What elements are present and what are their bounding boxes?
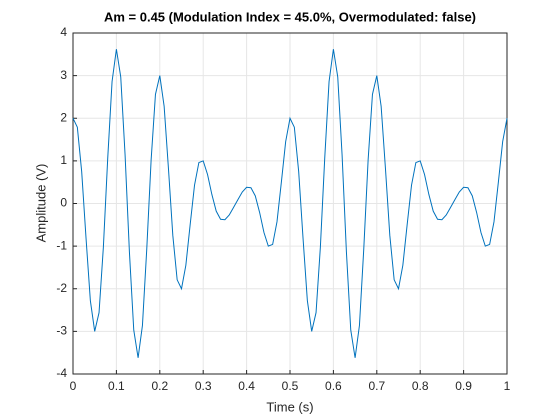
x-tick-label: 0.1 bbox=[108, 379, 125, 393]
plot-frame bbox=[72, 32, 508, 375]
x-tick-label: 0.7 bbox=[368, 379, 385, 393]
signal-line bbox=[72, 49, 508, 358]
x-tick-label: 0.2 bbox=[151, 379, 168, 393]
y-axis-label: Amplitude (V) bbox=[33, 164, 48, 243]
x-tick-label: 0.9 bbox=[455, 379, 472, 393]
y-tick-label: 3 bbox=[60, 68, 67, 82]
x-tick-label: 0.6 bbox=[325, 379, 342, 393]
y-tick-label: 4 bbox=[60, 25, 67, 39]
y-tick-label: 1 bbox=[60, 153, 67, 167]
x-axis-label: Time (s) bbox=[266, 399, 313, 414]
x-tick-label: 0.4 bbox=[238, 379, 255, 393]
x-tick-label: 0.5 bbox=[282, 379, 299, 393]
y-tick-label: -3 bbox=[56, 324, 67, 338]
y-tick-label: 0 bbox=[60, 196, 67, 210]
y-tick-label: 2 bbox=[60, 110, 67, 124]
x-tick-label: 0.8 bbox=[412, 379, 429, 393]
chart-title: Am = 0.45 (Modulation Index = 45.0%, Ove… bbox=[104, 9, 476, 24]
y-tick-label: -4 bbox=[56, 366, 67, 380]
y-tick-label: -1 bbox=[56, 238, 67, 252]
y-tick-label: -2 bbox=[56, 281, 67, 295]
x-tick-label: 0.3 bbox=[195, 379, 212, 393]
x-tick-label: 0 bbox=[70, 379, 77, 393]
x-tick-label: 1 bbox=[504, 379, 511, 393]
